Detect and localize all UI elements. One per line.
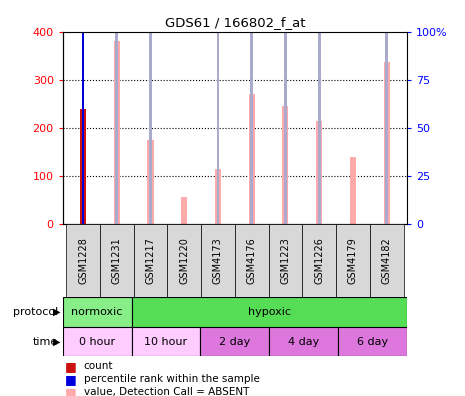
Text: 6 day: 6 day xyxy=(357,337,388,346)
Bar xyxy=(82,0,84,224)
Text: count: count xyxy=(84,361,113,371)
Text: ■: ■ xyxy=(65,360,77,373)
FancyBboxPatch shape xyxy=(167,224,201,297)
Bar xyxy=(82,0,84,224)
Bar xyxy=(316,120,322,224)
Title: GDS61 / 166802_f_at: GDS61 / 166802_f_at xyxy=(165,16,305,29)
FancyBboxPatch shape xyxy=(269,327,338,356)
Text: GSM4182: GSM4182 xyxy=(382,237,392,284)
Text: ▶: ▶ xyxy=(53,307,60,317)
Bar xyxy=(115,0,118,224)
FancyBboxPatch shape xyxy=(66,224,100,297)
Text: GSM1223: GSM1223 xyxy=(280,237,291,284)
Bar xyxy=(80,109,86,224)
Bar xyxy=(385,0,388,224)
FancyBboxPatch shape xyxy=(133,224,167,297)
FancyBboxPatch shape xyxy=(63,327,132,356)
Bar xyxy=(284,0,287,224)
Text: normoxic: normoxic xyxy=(72,307,123,317)
Text: hypoxic: hypoxic xyxy=(248,307,291,317)
Text: GSM1228: GSM1228 xyxy=(78,237,88,284)
Bar xyxy=(215,169,221,224)
Text: 10 hour: 10 hour xyxy=(145,337,187,346)
Text: protocol: protocol xyxy=(13,307,58,317)
Text: GSM4176: GSM4176 xyxy=(247,237,257,284)
FancyBboxPatch shape xyxy=(132,327,200,356)
FancyBboxPatch shape xyxy=(302,224,336,297)
FancyBboxPatch shape xyxy=(132,297,407,327)
Text: GSM4179: GSM4179 xyxy=(348,237,358,284)
Text: time: time xyxy=(33,337,58,346)
Text: GSM1231: GSM1231 xyxy=(112,237,122,284)
FancyBboxPatch shape xyxy=(338,327,407,356)
Text: ■: ■ xyxy=(65,386,77,396)
FancyBboxPatch shape xyxy=(100,224,133,297)
FancyBboxPatch shape xyxy=(336,224,370,297)
Text: 2 day: 2 day xyxy=(219,337,251,346)
FancyBboxPatch shape xyxy=(201,224,235,297)
Text: GSM1220: GSM1220 xyxy=(179,237,189,284)
FancyBboxPatch shape xyxy=(200,327,269,356)
Bar xyxy=(350,156,356,224)
Bar xyxy=(217,0,219,224)
Text: GSM1217: GSM1217 xyxy=(146,237,155,284)
Text: GSM1226: GSM1226 xyxy=(314,237,324,284)
Text: value, Detection Call = ABSENT: value, Detection Call = ABSENT xyxy=(84,387,249,396)
Bar xyxy=(80,109,86,224)
Text: 4 day: 4 day xyxy=(288,337,319,346)
FancyBboxPatch shape xyxy=(370,224,404,297)
FancyBboxPatch shape xyxy=(63,297,132,327)
Text: 0 hour: 0 hour xyxy=(79,337,115,346)
Text: ▶: ▶ xyxy=(53,337,60,346)
FancyBboxPatch shape xyxy=(235,224,269,297)
Text: percentile rank within the sample: percentile rank within the sample xyxy=(84,374,259,385)
Bar xyxy=(384,62,390,224)
Text: GSM4173: GSM4173 xyxy=(213,237,223,284)
Bar xyxy=(147,140,153,224)
Bar xyxy=(149,0,152,224)
Bar xyxy=(318,0,320,224)
Bar xyxy=(250,0,253,224)
Bar xyxy=(282,106,288,224)
Text: ■: ■ xyxy=(65,373,77,386)
FancyBboxPatch shape xyxy=(269,224,302,297)
Bar xyxy=(249,94,255,224)
Bar xyxy=(114,41,120,224)
Bar xyxy=(181,197,187,224)
